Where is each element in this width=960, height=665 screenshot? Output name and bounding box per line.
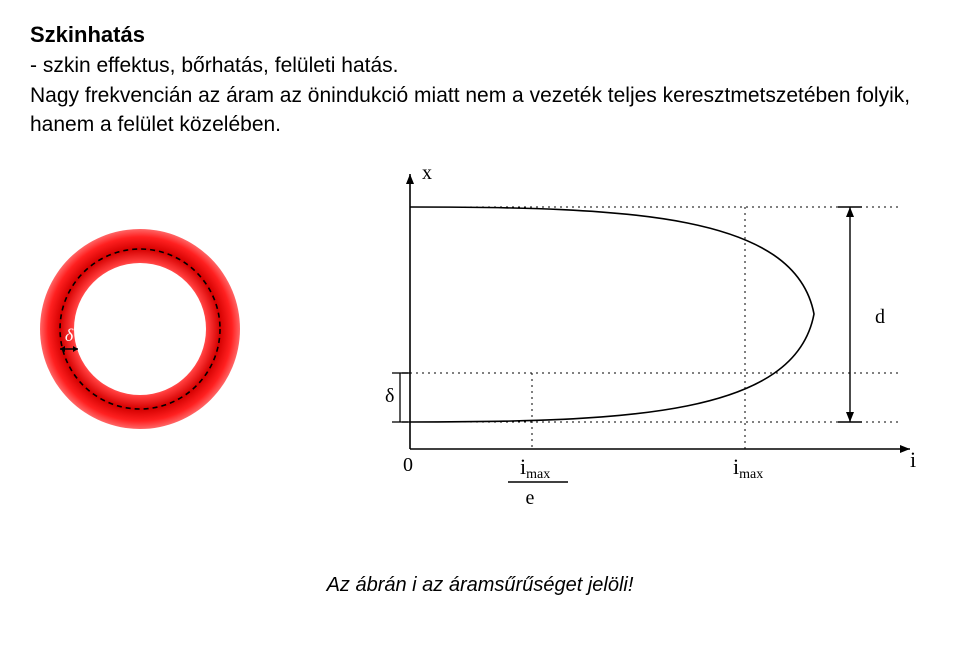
svg-text:e: e bbox=[526, 487, 535, 509]
current-profile-svg: x i 0 d δ e imax imax bbox=[330, 159, 930, 539]
svg-text:x: x bbox=[422, 162, 432, 184]
definition-1: - szkin effektus, bőrhatás, felületi hat… bbox=[30, 52, 930, 80]
svg-text:d: d bbox=[875, 306, 885, 328]
figures-row: δ x i 0 d δ e imax imax bbox=[30, 159, 930, 544]
svg-text:0: 0 bbox=[403, 454, 413, 476]
svg-text:δ: δ bbox=[65, 325, 74, 345]
current-profile-figure: x i 0 d δ e imax imax bbox=[330, 159, 930, 544]
cross-section-figure: δ bbox=[30, 219, 290, 444]
definition-2: Nagy frekvencián az áram az önindukció m… bbox=[30, 82, 930, 139]
page-title: Szkinhatás bbox=[30, 22, 930, 48]
svg-text:δ: δ bbox=[385, 385, 394, 407]
svg-text:imax: imax bbox=[733, 454, 763, 482]
figure-caption: Az ábrán i az áramsűrűséget jelöli! bbox=[30, 574, 930, 597]
svg-text:i: i bbox=[910, 447, 916, 472]
skin-ring-svg: δ bbox=[30, 219, 250, 439]
svg-text:imax: imax bbox=[520, 454, 550, 482]
